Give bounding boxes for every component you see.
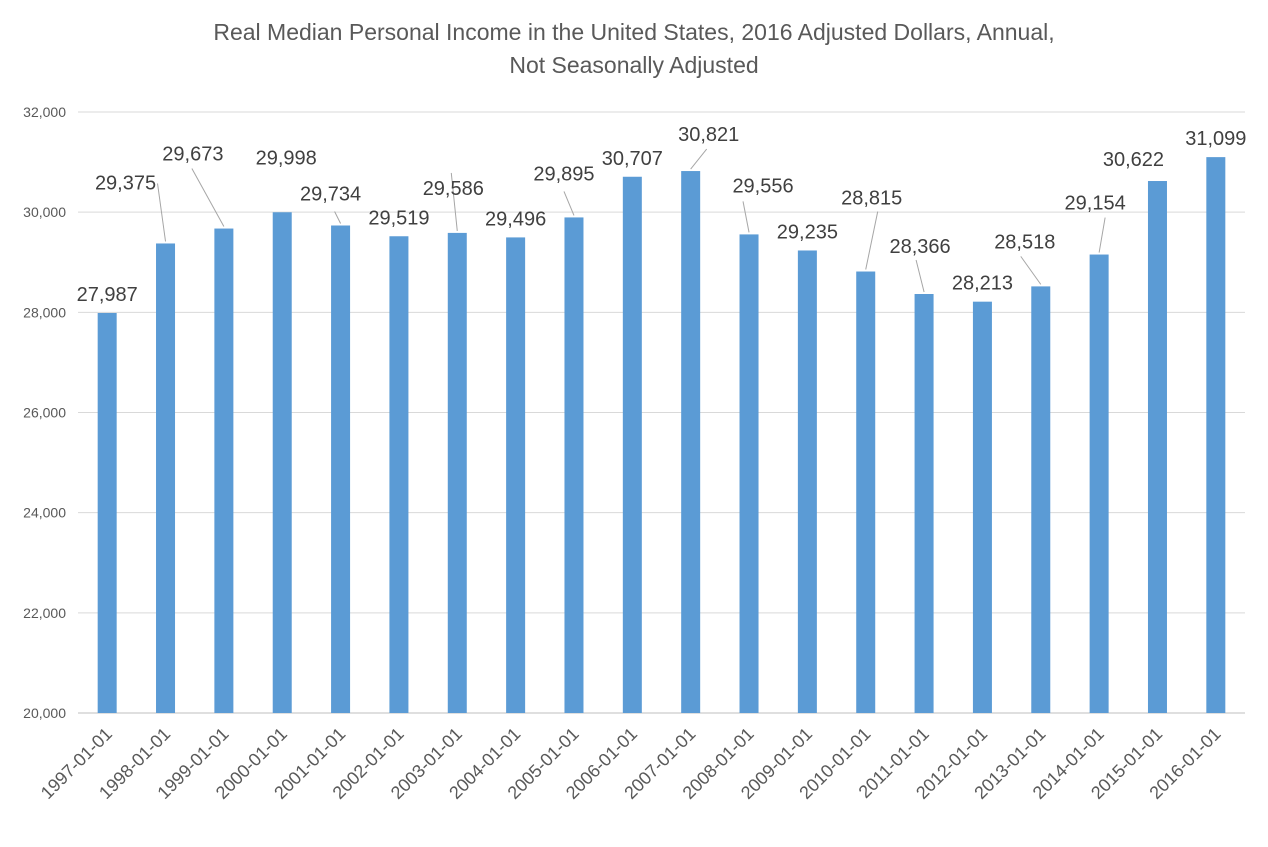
data-label-2014-01-01: 29,154 <box>1065 193 1126 215</box>
y-tick-label: 30,000 <box>23 204 66 220</box>
data-label-leader-line <box>450 172 458 231</box>
bar-1999-01-01 <box>214 228 234 713</box>
bar-2001-01-01 <box>331 225 351 713</box>
bar-2006-01-01 <box>622 176 642 713</box>
bar-2004-01-01 <box>506 237 526 713</box>
data-label-2007-01-01: 30,821 <box>678 124 739 146</box>
data-label-2013-01-01: 28,518 <box>994 231 1055 253</box>
y-tick-label: 20,000 <box>23 705 66 721</box>
data-label-2003-01-01: 29,586 <box>423 178 484 200</box>
data-label-leader-line <box>915 259 925 293</box>
data-label-2012-01-01: 28,213 <box>952 273 1013 295</box>
data-label-2006-01-01: 30,707 <box>602 148 663 170</box>
bar-2012-01-01 <box>972 301 992 713</box>
data-label-2009-01-01: 29,235 <box>777 221 838 243</box>
y-tick-label: 26,000 <box>23 405 66 421</box>
bar-1998-01-01 <box>156 243 176 713</box>
bar-2000-01-01 <box>272 212 292 713</box>
data-label-2000-01-01: 29,998 <box>256 147 317 169</box>
data-label-leader-line <box>1098 217 1106 253</box>
data-label-leader-line <box>191 168 225 227</box>
bar-2013-01-01 <box>1031 286 1051 713</box>
data-label-leader-line <box>742 201 750 233</box>
chart-title-line-2: Not Seasonally Adjusted <box>509 52 759 78</box>
bar-2003-01-01 <box>447 232 467 713</box>
y-tick-label: 22,000 <box>23 605 66 621</box>
data-label-2016-01-01: 31,099 <box>1185 128 1246 150</box>
data-label-2001-01-01: 29,734 <box>300 183 361 205</box>
data-label-leader-line <box>157 183 167 242</box>
bar-2010-01-01 <box>856 271 876 713</box>
bar-2009-01-01 <box>797 250 817 714</box>
data-label-leader-line <box>334 211 342 224</box>
bar-2007-01-01 <box>681 171 701 714</box>
data-label-1999-01-01: 29,673 <box>162 144 223 166</box>
y-tick-label: 28,000 <box>23 304 66 320</box>
bar-2011-01-01 <box>914 294 934 713</box>
data-label-1998-01-01: 29,375 <box>95 172 156 194</box>
bar-2016-01-01 <box>1206 157 1226 714</box>
chart-title: Real Median Personal Income in the Unite… <box>0 16 1268 82</box>
data-label-leader-line <box>1020 256 1042 285</box>
bar-2002-01-01 <box>389 236 409 713</box>
data-label-leader-line <box>865 211 879 270</box>
data-label-1997-01-01: 27,987 <box>77 284 138 306</box>
bar-2014-01-01 <box>1089 254 1109 713</box>
data-label-2004-01-01: 29,496 <box>485 208 546 230</box>
data-label-leader-line <box>563 191 575 216</box>
bar-2015-01-01 <box>1147 181 1167 713</box>
data-label-2002-01-01: 29,519 <box>368 207 429 229</box>
data-label-2005-01-01: 29,895 <box>533 163 594 185</box>
data-label-2011-01-01: 28,366 <box>889 236 950 258</box>
bar-2008-01-01 <box>739 234 759 713</box>
data-label-2015-01-01: 30,622 <box>1103 149 1164 171</box>
bar-2005-01-01 <box>564 217 584 713</box>
y-tick-label: 24,000 <box>23 505 66 521</box>
data-label-leader-line <box>690 148 708 170</box>
y-tick-label: 32,000 <box>23 104 66 120</box>
chart-title-line-1: Real Median Personal Income in the Unite… <box>213 19 1055 45</box>
data-label-2008-01-01: 29,556 <box>732 175 793 197</box>
bar-1997-01-01 <box>97 312 117 713</box>
data-label-2010-01-01: 28,815 <box>841 188 902 210</box>
